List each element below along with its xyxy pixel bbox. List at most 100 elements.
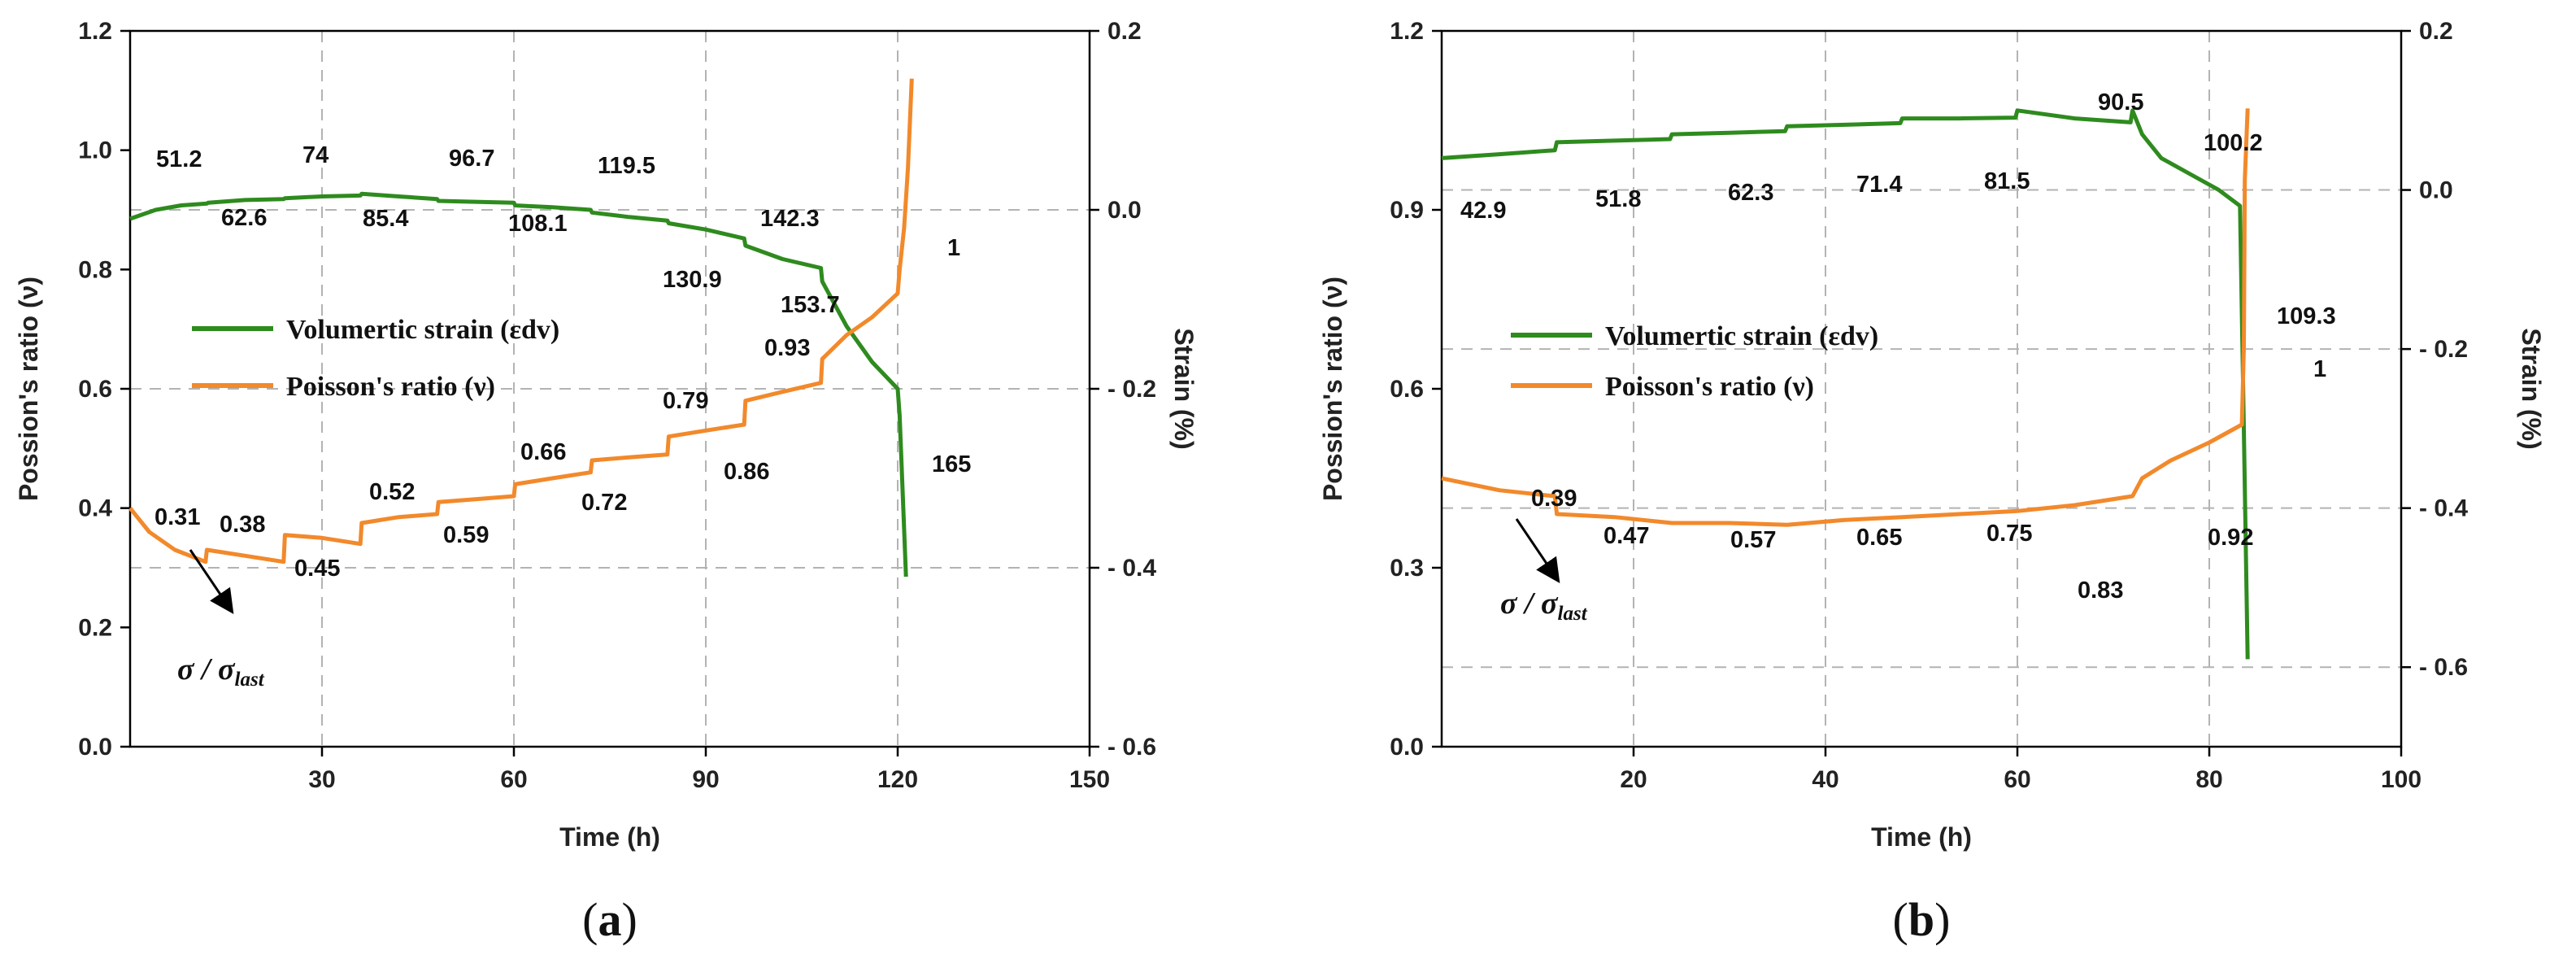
ratio-annotations-b: 0.39 0.47 0.57 0.65 0.75 0.83 0.92 1 bbox=[1531, 356, 2326, 604]
y-tick-label: 0.8 bbox=[78, 256, 112, 283]
panel-letter-b: b bbox=[1908, 893, 1934, 946]
annotation-label: 130.9 bbox=[663, 267, 722, 293]
x-axis-title-b: Time (h) bbox=[1871, 822, 1972, 852]
series-line-volumetric-strain bbox=[129, 191, 908, 578]
series-a bbox=[128, 78, 914, 578]
annotation-label: 0.92 bbox=[2208, 525, 2253, 551]
y2-axis-title-b: Strain (%) bbox=[2517, 328, 2546, 449]
annotation-label: 81.5 bbox=[1984, 168, 2030, 194]
x-tick-label: 20 bbox=[1620, 766, 1647, 793]
y2-tick-label: 0.0 bbox=[1107, 197, 1142, 224]
legend-label-poisson-b: Poisson's ratio (ν) bbox=[1605, 372, 1814, 402]
annotation-label: 90.5 bbox=[2098, 89, 2143, 116]
x-tick-label: 80 bbox=[2195, 766, 2222, 793]
y2-tick-label: - 0.2 bbox=[1107, 376, 1156, 403]
chart-panel-a: 30 60 90 120 150 0.0 0.2 0.4 0.6 0.8 1.0 1.2 - 0.6 - … bbox=[14, 18, 1199, 946]
y2-tick-label: - 0.4 bbox=[1107, 555, 1156, 582]
annotation-label: 0.72 bbox=[581, 490, 627, 516]
y2-tick-label: - 0.4 bbox=[2419, 495, 2468, 522]
annotation-label: 142.3 bbox=[760, 206, 820, 232]
y-tick-label: 0.9 bbox=[1390, 197, 1424, 224]
legend-label-volumetric-b: Volumertic strain (εdv) bbox=[1605, 321, 1878, 351]
ticks-b: 20 40 60 80 100 0.0 0.3 0.6 0.9 1.2 - 0.6 - 0.4 - 0.… bbox=[1390, 18, 2468, 793]
sigma-label-sub: last bbox=[1558, 603, 1588, 625]
y-tick-label: 0.6 bbox=[78, 376, 112, 403]
annotation-label: 0.75 bbox=[1986, 521, 2032, 547]
annotation-label: 51.8 bbox=[1595, 186, 1641, 212]
annotation-label: 0.65 bbox=[1856, 525, 1902, 551]
legend-label-poisson-a: Poisson's ratio (ν) bbox=[286, 372, 495, 402]
y-tick-label: 0.4 bbox=[78, 495, 112, 522]
annotation-label: 71.4 bbox=[1856, 172, 1902, 198]
annotation-label: 0.79 bbox=[663, 388, 708, 414]
annotation-label: 0.47 bbox=[1603, 523, 1649, 549]
annotation-label: 74 bbox=[302, 142, 329, 168]
annotation-label: 0.31 bbox=[154, 504, 200, 530]
series-b bbox=[1441, 108, 2250, 660]
panel-label-a: (a) bbox=[582, 893, 637, 946]
y2-tick-label: 0.2 bbox=[1107, 18, 1142, 45]
y-tick-label: 1.0 bbox=[78, 137, 112, 164]
y-tick-label: 0.0 bbox=[1390, 734, 1424, 761]
annotation-label: 0.39 bbox=[1531, 486, 1577, 512]
sigma-label-a: σ / σlast bbox=[177, 652, 265, 691]
grid-a bbox=[130, 31, 1090, 747]
annotation-label: 0.93 bbox=[764, 335, 810, 361]
legend-b: Volumertic strain (εdv) Poisson's ratio … bbox=[1511, 321, 1878, 402]
x-tick-label: 90 bbox=[692, 766, 719, 793]
x-tick-label: 60 bbox=[500, 766, 527, 793]
panel-label-b: (b) bbox=[1893, 893, 1951, 946]
y2-axis-title-a: Strain (%) bbox=[1169, 328, 1199, 449]
y2-tick-label: 0.2 bbox=[2419, 18, 2453, 45]
series-line-volumetric-strain bbox=[1441, 108, 2250, 660]
sigma-arrow-b bbox=[1515, 518, 1560, 583]
ticks-a: 30 60 90 120 150 0.0 0.2 0.4 0.6 0.8 1.0 1.2 - 0.6 - … bbox=[78, 18, 1156, 793]
sigma-label-main: σ / σ bbox=[177, 652, 236, 687]
annotation-label: 96.7 bbox=[449, 146, 494, 172]
y-tick-label: 1.2 bbox=[1390, 18, 1424, 45]
annotation-label: 153.7 bbox=[781, 292, 840, 318]
y-tick-label: 1.2 bbox=[78, 18, 112, 45]
annotation-label: 0.38 bbox=[220, 512, 265, 538]
annotation-label: 0.86 bbox=[724, 459, 769, 485]
sigma-label-b: σ / σlast bbox=[1500, 586, 1588, 625]
x-tick-label: 100 bbox=[2381, 766, 2422, 793]
panel-letter-a: a bbox=[598, 893, 622, 946]
annotation-label: 165 bbox=[932, 451, 971, 477]
y-tick-label: 0.6 bbox=[1390, 376, 1424, 403]
y-tick-label: 0.0 bbox=[78, 734, 112, 761]
x-tick-label: 120 bbox=[877, 766, 918, 793]
annotation-label: 100.2 bbox=[2204, 130, 2263, 156]
y-axis-title-b: Possion's ratio (ν) bbox=[1318, 277, 1347, 501]
annotation-label: 51.2 bbox=[156, 146, 202, 172]
annotation-label: 119.5 bbox=[598, 153, 655, 179]
y-tick-label: 0.2 bbox=[78, 614, 112, 641]
annotation-label: 1 bbox=[2313, 356, 2326, 382]
stress-annotations-b: 42.9 51.8 62.3 71.4 81.5 90.5 100.2 109.… bbox=[1460, 89, 2336, 329]
annotation-label: 0.57 bbox=[1730, 527, 1776, 553]
series-line-poisson-ratio bbox=[128, 78, 914, 565]
annotation-label: 109.3 bbox=[2277, 303, 2336, 329]
legend-a: Volumertic strain (εdv) Poisson's ratio … bbox=[192, 315, 559, 402]
x-tick-label: 30 bbox=[308, 766, 335, 793]
x-tick-label: 40 bbox=[1812, 766, 1838, 793]
x-tick-label: 60 bbox=[2004, 766, 2030, 793]
annotation-label: 42.9 bbox=[1460, 198, 1506, 224]
annotation-label: 0.83 bbox=[2078, 578, 2123, 604]
annotation-label: 85.4 bbox=[363, 206, 408, 232]
annotation-label: 62.6 bbox=[221, 205, 267, 231]
series-line-poisson-ratio bbox=[1441, 108, 2250, 527]
annotation-label: 0.52 bbox=[369, 479, 415, 505]
annotation-label: 0.59 bbox=[443, 522, 489, 548]
chart-panel-b: 20 40 60 80 100 0.0 0.3 0.6 0.9 1.2 - 0.6 - 0.4 - 0.… bbox=[1318, 18, 2546, 946]
sigma-label-main: σ / σ bbox=[1500, 586, 1559, 621]
legend-label-volumetric-a: Volumertic strain (εdv) bbox=[286, 315, 559, 345]
annotation-label: 108.1 bbox=[508, 211, 568, 237]
y2-tick-label: - 0.6 bbox=[1107, 734, 1156, 761]
ratio-annotations-a: 0.31 0.38 0.52 0.66 0.79 0.93 1 0.45 0.5… bbox=[154, 235, 960, 582]
x-axis-title-a: Time (h) bbox=[559, 822, 660, 852]
annotation-label: 62.3 bbox=[1728, 180, 1773, 206]
sigma-label-sub: last bbox=[235, 669, 265, 691]
annotation-label: 0.45 bbox=[294, 556, 340, 582]
